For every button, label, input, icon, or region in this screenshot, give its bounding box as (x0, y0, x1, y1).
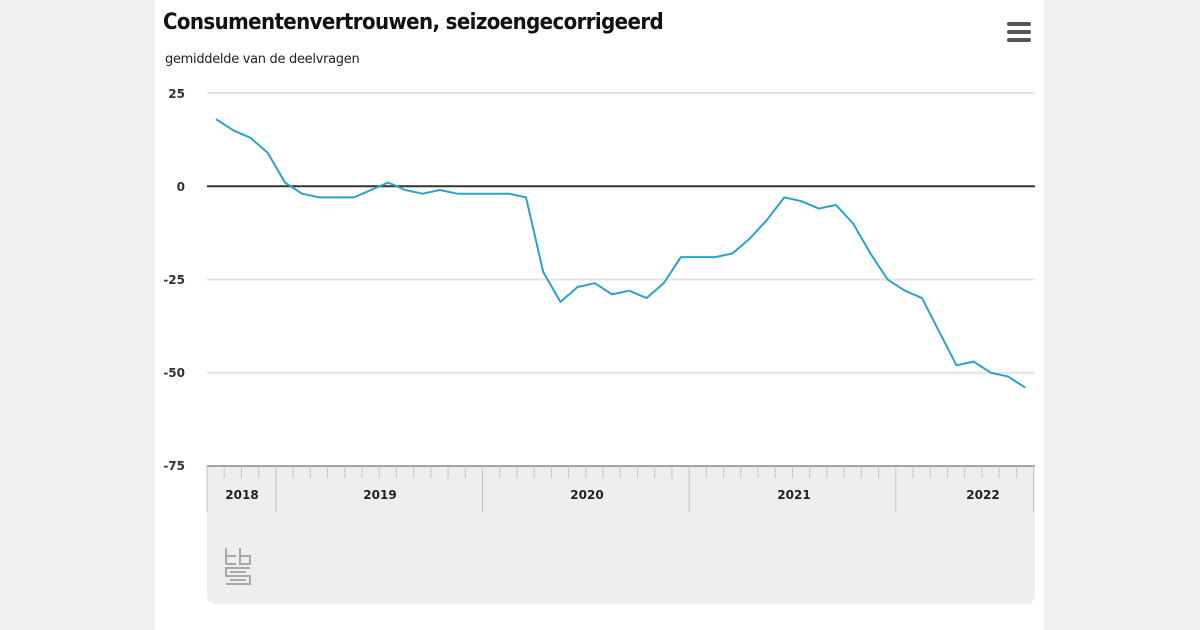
y-tick-label: 0 (176, 180, 185, 194)
x-year-label: 2019 (363, 488, 397, 502)
x-year-label: 2018 (225, 488, 259, 502)
chart-subtitle: gemiddelde van de deelvragen (165, 52, 360, 67)
y-tick-label: 25 (168, 87, 185, 101)
x-year-label: 2020 (570, 488, 604, 502)
x-axis-navigator: 2018 2019 2020 2021 2022 (207, 466, 1035, 604)
data-series-line (215, 118, 1026, 389)
hamburger-menu-icon[interactable] (1003, 20, 1033, 44)
y-tick-label: -50 (163, 366, 185, 380)
chart-panel: Consumentenvertrouwen, seizoengecorrigee… (155, 0, 1044, 630)
chart-title: Consumentenvertrouwen, seizoengecorrigee… (163, 10, 664, 35)
y-tick-label: -75 (163, 459, 185, 473)
cbs-logo-icon (225, 548, 251, 585)
x-year-label: 2021 (777, 488, 811, 502)
x-year-label: 2022 (966, 488, 1000, 502)
y-tick-label: -25 (163, 273, 185, 287)
line-chart-plot (206, 92, 1035, 512)
